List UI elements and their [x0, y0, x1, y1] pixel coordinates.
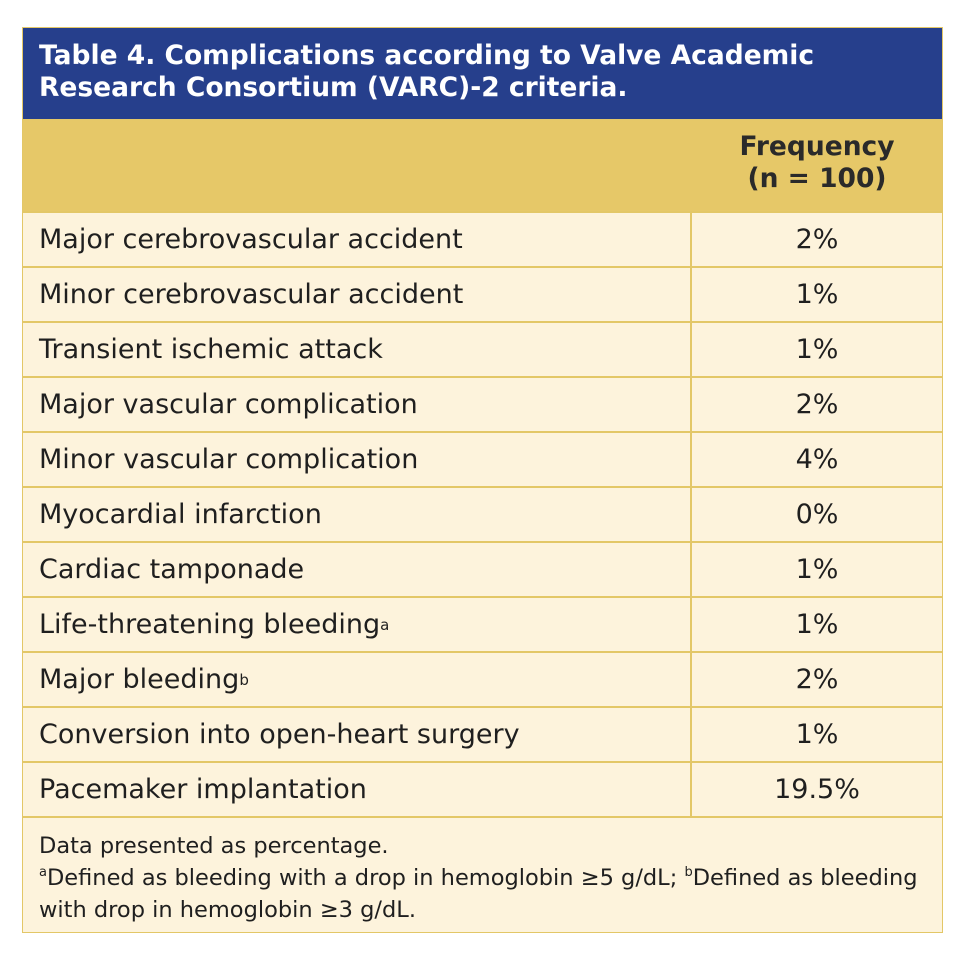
row-label: Pacemaker implantation — [39, 774, 367, 805]
row-label: Myocardial infarction — [39, 499, 322, 530]
row-label: Major cerebrovascular accident — [39, 224, 463, 255]
row-label-cell: Myocardial infarction — [23, 488, 692, 541]
row-value: 1% — [795, 554, 839, 585]
table-row: Pacemaker implantation 19.5% — [23, 761, 942, 816]
row-label: Major vascular complication — [39, 389, 418, 420]
table-row: Major cerebrovascular accident 2% — [23, 211, 942, 266]
row-label-cell: Major cerebrovascular accident — [23, 213, 692, 266]
row-value: 4% — [795, 444, 839, 475]
row-label-cell: Cardiac tamponade — [23, 543, 692, 596]
table-row: Major vascular complication 2% — [23, 376, 942, 431]
table-body: Major cerebrovascular accident 2% Minor ce… — [23, 211, 942, 816]
row-label: Conversion into open-heart surgery — [39, 719, 520, 750]
row-label-cell: Conversion into open-heart surgery — [23, 708, 692, 761]
row-value: 1% — [795, 279, 839, 310]
footnote-text: Defined as bleeding with a drop in hemog… — [46, 865, 678, 891]
table-row: Cardiac tamponade 1% — [23, 541, 942, 596]
row-value: 2% — [795, 389, 839, 420]
footnote-mark: b — [684, 865, 693, 880]
table-row: Major bleeding b 2% — [23, 651, 942, 706]
row-value: 2% — [795, 664, 839, 695]
header-blank — [23, 119, 692, 211]
row-label: Minor vascular complication — [39, 444, 419, 475]
row-label-cell: Life-threatening bleeding a — [23, 598, 692, 651]
row-label: Cardiac tamponade — [39, 554, 305, 585]
table-row: Myocardial infarction 0% — [23, 486, 942, 541]
row-label-cell: Major bleeding b — [23, 653, 692, 706]
table-title: Table 4. Complications according to Valv… — [23, 28, 942, 119]
row-value: 19.5% — [774, 774, 860, 805]
row-label-cell: Major vascular complication — [23, 378, 692, 431]
row-label-cell: Minor cerebrovascular accident — [23, 268, 692, 321]
header-cell: Frequency (n = 100) — [692, 119, 942, 211]
row-label: Minor cerebrovascular accident — [39, 279, 464, 310]
table-row: Minor cerebrovascular accident 1% — [23, 266, 942, 321]
table-header: Frequency (n = 100) — [23, 119, 942, 211]
row-value: 2% — [795, 224, 839, 255]
row-label-cell: Transient ischemic attack — [23, 323, 692, 376]
row-label-cell: Minor vascular complication — [23, 433, 692, 486]
footer-notes: aDefined as bleeding with a drop in hemo… — [39, 862, 926, 926]
footnote-text: Defined as bleeding with drop in hemoglo… — [39, 865, 918, 923]
footer-intro: Data presented as percentage. — [39, 833, 389, 859]
row-label-cell: Pacemaker implantation — [23, 763, 692, 816]
table-row: Conversion into open-heart surgery 1% — [23, 706, 942, 761]
table-row: Minor vascular complication 4% — [23, 431, 942, 486]
footnote-mark: a — [39, 865, 47, 880]
header-line: (n = 100) — [747, 163, 887, 194]
table-row: Transient ischemic attack 1% — [23, 321, 942, 376]
row-label: Transient ischemic attack — [39, 334, 383, 365]
row-value: 1% — [795, 334, 839, 365]
table-row: Life-threatening bleeding a 1% — [23, 596, 942, 651]
table-footer: Data presented as percentage. aDefined a… — [23, 816, 942, 932]
row-label: Life-threatening bleeding — [39, 609, 381, 640]
row-value: 1% — [795, 609, 839, 640]
row-label: Major bleeding — [39, 664, 240, 695]
row-value: 0% — [795, 499, 839, 530]
header-line: Frequency — [739, 131, 895, 162]
table-card: Table 4. Complications according to Valv… — [22, 27, 943, 933]
row-value: 1% — [795, 719, 839, 750]
